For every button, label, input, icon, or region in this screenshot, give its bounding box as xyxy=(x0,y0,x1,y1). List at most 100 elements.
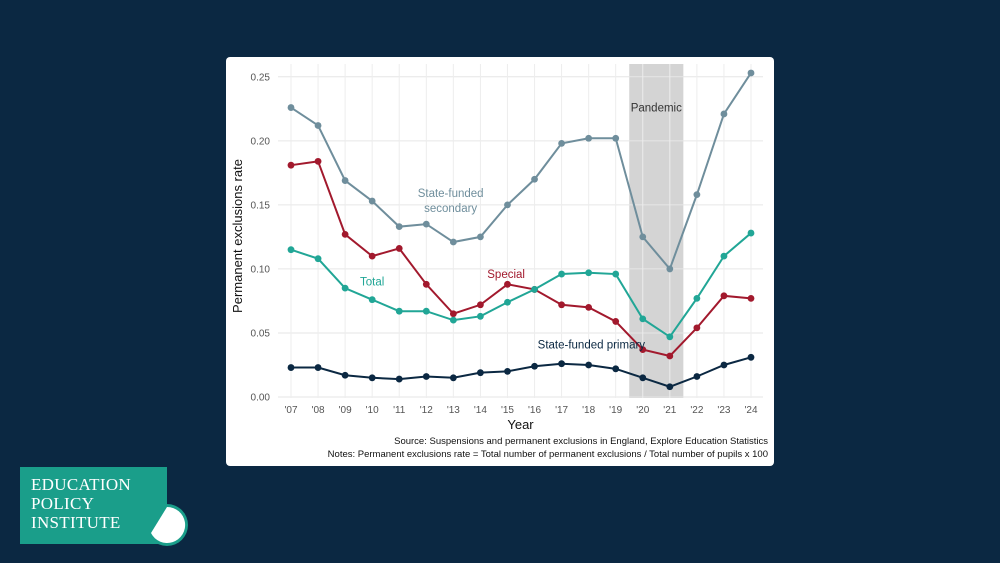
x-tick-label: '23 xyxy=(717,405,730,416)
data-point xyxy=(341,230,349,238)
pandemic-label: Pandemic xyxy=(631,102,682,114)
series-line xyxy=(290,160,752,358)
x-tick-label: '24 xyxy=(744,405,757,416)
data-point xyxy=(314,364,322,371)
data-point xyxy=(477,233,484,241)
data-point xyxy=(422,307,430,315)
data-point xyxy=(693,324,701,332)
data-point xyxy=(558,270,565,278)
data-point xyxy=(422,280,430,288)
data-point xyxy=(368,252,376,260)
data-point xyxy=(449,316,457,324)
x-tick-label: '21 xyxy=(663,405,676,416)
data-point xyxy=(422,373,430,380)
data-point xyxy=(395,245,403,252)
y-axis-title: Permanent exclusions rate xyxy=(230,159,245,313)
x-tick-label: '12 xyxy=(420,405,433,416)
data-point xyxy=(449,238,457,246)
data-point xyxy=(639,346,647,354)
data-point xyxy=(720,292,728,300)
y-tick-label: 0.20 xyxy=(251,136,271,147)
data-point xyxy=(693,373,701,380)
x-tick-label: '19 xyxy=(609,405,622,416)
x-tick-label: '13 xyxy=(447,405,460,416)
data-point xyxy=(477,369,484,377)
data-point xyxy=(747,294,755,302)
series-label: secondary xyxy=(424,203,477,215)
data-point xyxy=(504,280,511,288)
x-tick-label: '10 xyxy=(366,405,379,416)
y-tick-label: 0.05 xyxy=(251,328,271,339)
x-tick-label: '22 xyxy=(690,405,703,416)
data-point xyxy=(368,197,376,205)
data-point xyxy=(639,233,647,241)
data-point xyxy=(287,161,295,169)
data-point xyxy=(314,157,322,165)
data-point xyxy=(314,122,322,129)
data-point xyxy=(666,383,674,391)
data-point xyxy=(747,69,755,77)
data-point xyxy=(531,362,538,370)
logo-mark-icon xyxy=(146,504,188,546)
x-tick-label: '11 xyxy=(393,405,406,416)
data-point xyxy=(639,374,647,382)
data-point xyxy=(395,223,403,231)
x-tick-label: '20 xyxy=(636,405,649,416)
data-point xyxy=(612,365,620,373)
data-point xyxy=(449,374,457,382)
data-point xyxy=(720,361,728,369)
series-label: State-funded xyxy=(418,188,484,200)
line-chart: 0.00 0.05 0.10 0.15 0.20 0.25 '07 '08 '09 '10 '11 '… xyxy=(230,64,763,432)
data-point xyxy=(693,191,701,199)
epi-logo: EDUCATION POLICY INSTITUTE xyxy=(20,467,167,544)
logo-text: EDUCATION POLICY INSTITUTE xyxy=(31,475,131,532)
pandemic-shade xyxy=(629,64,684,398)
data-point xyxy=(747,229,755,237)
series-label: State-funded primary xyxy=(538,339,646,351)
data-point xyxy=(504,298,511,306)
x-tick-label: '09 xyxy=(339,405,352,416)
logo-line-education: EDUCATION xyxy=(31,475,131,494)
source-note: Source: Suspensions and permanent exclus… xyxy=(394,436,768,447)
x-tick-label: '18 xyxy=(582,405,595,416)
data-point xyxy=(666,352,674,360)
data-point xyxy=(341,371,349,379)
data-point xyxy=(612,270,620,278)
data-point xyxy=(558,360,565,368)
data-point xyxy=(341,284,349,292)
data-point xyxy=(585,303,593,311)
data-point xyxy=(368,374,376,382)
series-label: Special xyxy=(487,269,525,281)
y-tick-label: 0.10 xyxy=(251,264,271,275)
data-point xyxy=(477,301,484,309)
data-point xyxy=(612,134,620,142)
data-point xyxy=(314,255,322,263)
x-tick-label: '07 xyxy=(284,405,297,416)
data-point xyxy=(368,296,376,304)
data-point xyxy=(558,140,565,147)
logo-line-institute: INSTITUTE xyxy=(31,513,121,532)
data-point xyxy=(720,252,728,260)
x-axis-title: Year xyxy=(507,417,534,432)
data-point xyxy=(585,361,593,369)
data-point xyxy=(477,312,484,320)
data-point xyxy=(395,307,403,315)
data-point xyxy=(747,353,755,361)
data-point xyxy=(585,134,593,142)
y-tick-label: 0.00 xyxy=(251,393,271,404)
x-tick-label: '08 xyxy=(312,405,325,416)
data-point xyxy=(531,175,538,183)
data-point xyxy=(585,269,593,277)
data-point xyxy=(504,367,511,375)
series-line xyxy=(290,72,752,271)
data-point xyxy=(287,246,295,254)
data-point xyxy=(666,333,674,341)
data-point xyxy=(341,177,349,184)
chart-card: 0.00 0.05 0.10 0.15 0.20 0.25 '07 '08 '09 '10 '11 '… xyxy=(226,57,774,466)
data-point xyxy=(666,265,674,273)
data-point xyxy=(422,220,430,228)
data-point xyxy=(287,364,295,371)
logo-line-policy: POLICY xyxy=(31,494,95,513)
data-point xyxy=(449,310,457,318)
data-point xyxy=(531,286,538,293)
